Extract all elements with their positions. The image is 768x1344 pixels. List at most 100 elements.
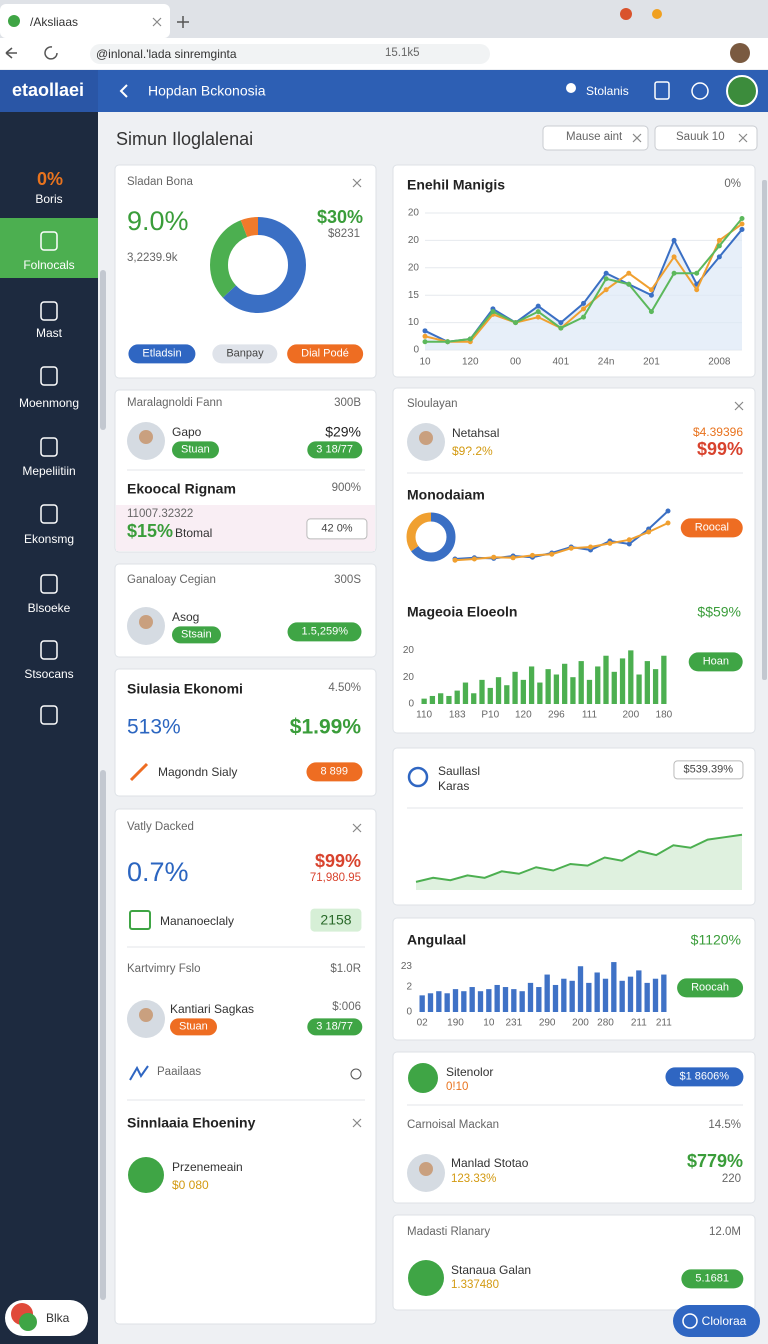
bar — [527, 982, 534, 1012]
sidebar-icon — [40, 301, 58, 321]
filters[interactable]: Sauuk 10 — [676, 131, 725, 144]
bar — [628, 650, 634, 704]
bar — [611, 671, 617, 704]
title-value: 300S — [334, 574, 361, 587]
pill: 3 18/77 — [307, 1018, 362, 1036]
x-tick-label: 180 — [656, 710, 673, 721]
card — [392, 747, 756, 906]
x-tick-label: 401 — [553, 357, 570, 368]
point — [626, 270, 632, 276]
x-tick-label: 280 — [597, 1018, 614, 1029]
sidebar-icon — [40, 504, 58, 524]
profile-avatar — [730, 43, 750, 63]
point — [646, 529, 652, 535]
bar — [644, 661, 650, 704]
bar — [595, 666, 601, 704]
title: Simun Iloglalenai — [116, 129, 254, 150]
action-button — [673, 1305, 760, 1337]
items[interactable]: Blsoeke — [27, 600, 71, 615]
point — [558, 325, 564, 331]
title: Madasti Rlanary — [407, 1226, 491, 1239]
point — [626, 537, 632, 543]
title-value: 300B — [334, 397, 361, 410]
bar — [512, 671, 518, 704]
bar — [570, 677, 576, 704]
person-stat: 1.337480 — [451, 1279, 499, 1292]
x-tick-label: 290 — [539, 1018, 556, 1029]
point — [716, 243, 722, 249]
badge[interactable]: Blka — [46, 1310, 70, 1325]
box: 2158 — [310, 908, 362, 932]
bar — [487, 687, 493, 704]
badge: Stuan — [172, 441, 219, 459]
buttons[interactable]: Banpay — [212, 344, 278, 364]
items[interactable]: Ekonsmg — [23, 531, 75, 546]
bar — [552, 984, 559, 1012]
stat-sub: 71,980.95 — [309, 872, 361, 885]
bar — [486, 989, 492, 1012]
bar — [421, 698, 427, 704]
point — [568, 545, 574, 551]
action[interactable]: Cloloraa — [701, 1313, 747, 1328]
items[interactable]: Stsocans — [24, 666, 74, 681]
items[interactable]: Boris — [35, 191, 63, 206]
y-tick-label: 20 — [403, 645, 415, 656]
point — [671, 254, 677, 260]
filters[interactable]: Mause aint — [566, 131, 623, 144]
items[interactable]: Moenmong — [18, 395, 80, 410]
y-tick-label: 20 — [403, 672, 415, 683]
point — [581, 314, 586, 320]
bar — [636, 970, 642, 1012]
x-tick-label: 110 — [416, 710, 432, 721]
point — [665, 508, 671, 514]
x-tick-label: P10 — [481, 710, 499, 721]
point — [671, 237, 677, 243]
point — [529, 552, 535, 558]
badge-icon — [19, 1313, 37, 1331]
item-value: $0 080 — [172, 1177, 209, 1192]
filter-chip — [654, 125, 758, 151]
ext-icon — [652, 9, 662, 19]
annotations: Roocah — [677, 978, 743, 998]
bar — [502, 987, 509, 1012]
icon — [129, 762, 149, 782]
area-fill — [425, 229, 742, 350]
items[interactable]: Folnocals — [23, 257, 75, 272]
bar — [661, 974, 667, 1012]
point — [648, 292, 654, 298]
point — [588, 544, 594, 550]
buttons[interactable]: Etladsin — [128, 344, 196, 364]
pill: 8 899 — [306, 762, 362, 782]
stat-sub: 220 — [721, 1173, 741, 1186]
bar — [446, 695, 452, 704]
point — [513, 320, 519, 326]
point — [581, 300, 586, 306]
back-icon — [119, 84, 128, 98]
close-icon — [738, 133, 748, 143]
area-fill — [416, 834, 742, 890]
point — [716, 237, 722, 243]
pill: 3 18/77 — [307, 441, 362, 459]
icon-circle — [128, 1157, 164, 1193]
annotations: Hoan — [688, 652, 743, 672]
point — [716, 254, 722, 260]
bar — [520, 679, 526, 704]
sidebar-icon — [40, 231, 58, 251]
header-icon — [691, 82, 709, 100]
avatar-head — [139, 430, 153, 444]
point — [603, 287, 609, 293]
point — [422, 339, 428, 345]
x-tick-label: 190 — [447, 1018, 464, 1029]
title: Angulaal — [407, 931, 467, 948]
annotations: 0% — [724, 178, 741, 191]
buttons[interactable]: Dial Podé — [287, 344, 363, 364]
items[interactable]: Mast — [35, 325, 63, 340]
app-header — [0, 70, 768, 112]
x-tick-label: 201 — [643, 357, 660, 368]
annotations: $$59% — [697, 603, 741, 620]
title: Vatly Dacked — [127, 821, 194, 834]
items[interactable]: Mepeliitiin — [22, 463, 76, 478]
title: Siulasia Ekonomi — [127, 680, 243, 697]
user[interactable]: Stolanis — [586, 83, 629, 98]
